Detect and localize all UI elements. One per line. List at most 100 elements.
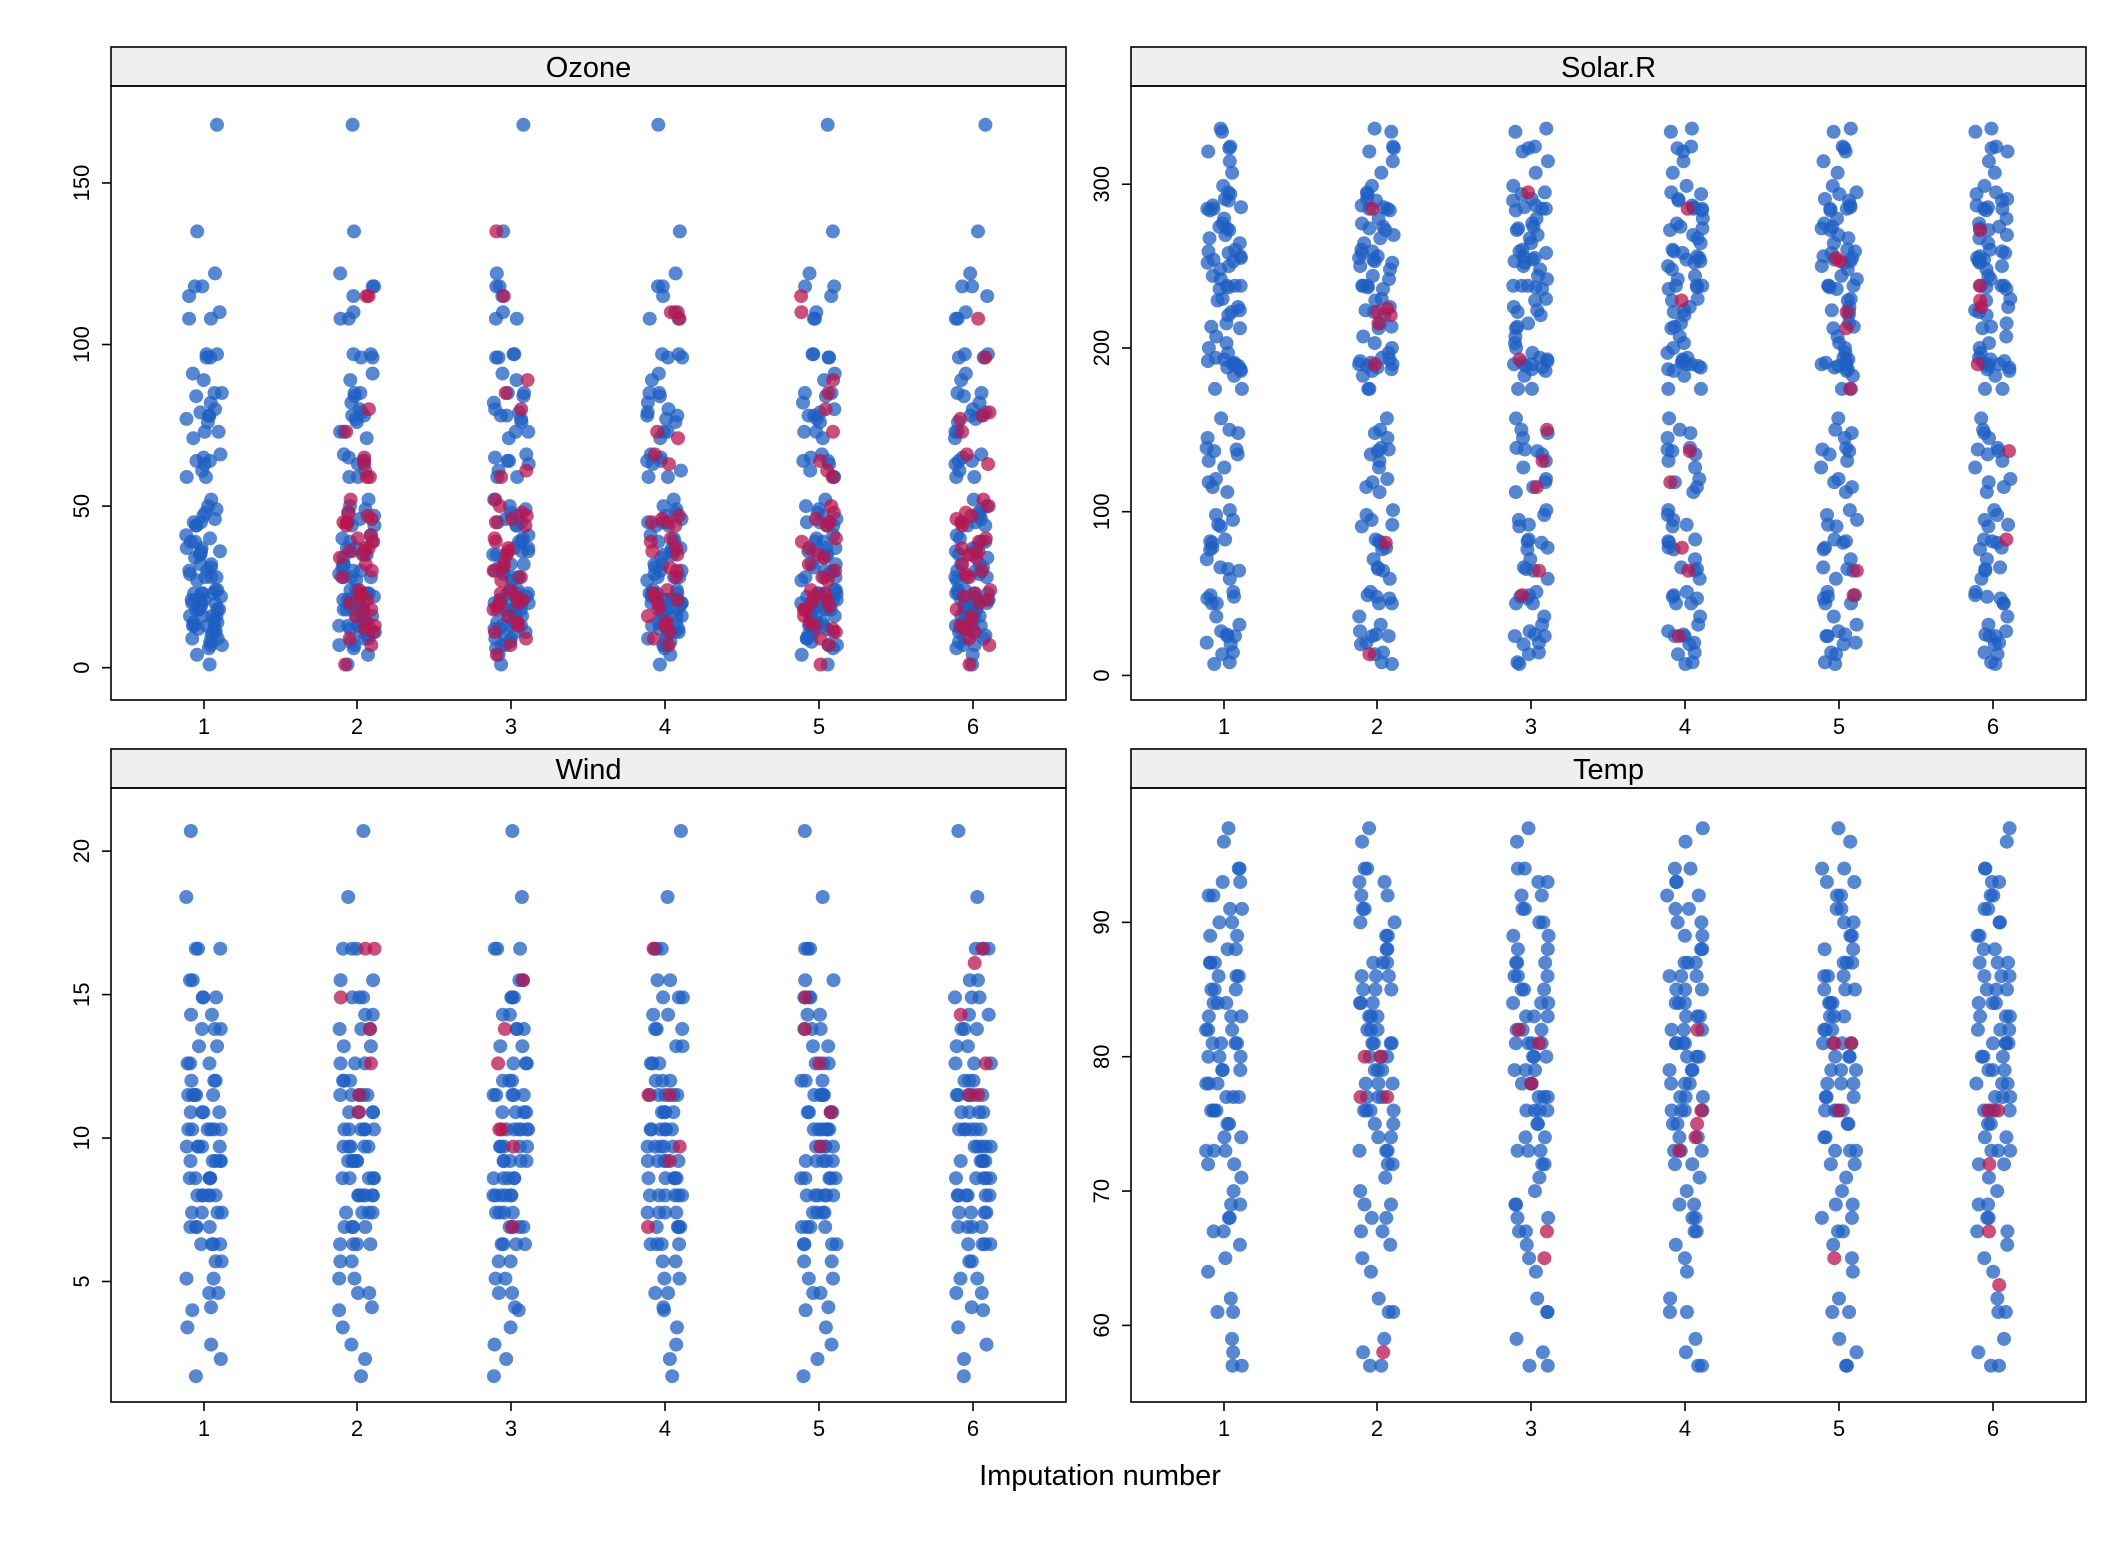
y-tick-label: 100 <box>1089 493 1114 530</box>
observed-point <box>983 1139 998 1154</box>
observed-point <box>342 1122 357 1137</box>
observed-point <box>654 1237 669 1252</box>
observed-point <box>1999 624 2014 639</box>
observed-point <box>1541 996 1556 1010</box>
observed-point <box>509 373 524 388</box>
observed-point <box>356 824 371 838</box>
observed-point <box>1509 1331 1524 1346</box>
observed-point <box>344 1337 359 1352</box>
observed-point <box>1999 316 2014 331</box>
imputed-point <box>351 1105 366 1120</box>
observed-point <box>1976 1049 1991 1064</box>
observed-point <box>1981 154 1996 169</box>
observed-point <box>1984 319 1998 334</box>
imputed-point <box>1368 357 1382 372</box>
observed-point <box>496 1073 510 1088</box>
observed-point <box>820 117 835 132</box>
observed-point <box>948 990 962 1005</box>
observed-point <box>361 492 376 507</box>
observed-point <box>486 395 501 410</box>
observed-point <box>1367 121 1382 136</box>
observed-point <box>2003 1090 2018 1104</box>
observed-point <box>2002 969 2017 984</box>
imputed-point <box>359 470 374 484</box>
imputed-point <box>359 289 374 304</box>
observed-point <box>1514 888 1529 903</box>
imputed-point <box>1511 1022 1526 1037</box>
observed-point <box>1510 319 1525 334</box>
observed-point <box>1226 1345 1241 1360</box>
observed-point <box>1534 888 1549 903</box>
observed-point <box>1225 165 1240 180</box>
observed-point <box>797 824 812 838</box>
observed-point <box>1222 1210 1236 1225</box>
imputed-point <box>978 531 993 546</box>
observed-point <box>675 1039 690 1054</box>
observed-point <box>1831 821 1846 836</box>
observed-point <box>1381 969 1396 984</box>
observed-point <box>1828 422 1843 437</box>
observed-point <box>351 1188 366 1203</box>
observed-point <box>1222 422 1237 437</box>
observed-point <box>1990 1184 2005 1199</box>
imputed-point <box>978 350 993 365</box>
imputed-point <box>672 508 686 523</box>
observed-point <box>1984 121 1999 136</box>
observed-point <box>1826 124 1841 139</box>
imputed-point <box>1827 1251 1842 1266</box>
observed-point <box>1215 1063 1230 1078</box>
observed-point <box>949 1088 964 1102</box>
observed-point <box>1209 609 1224 624</box>
observed-point <box>1217 1130 1232 1145</box>
observed-point <box>1846 1090 1861 1104</box>
observed-point <box>1373 617 1388 632</box>
observed-point <box>1971 1345 1986 1360</box>
observed-point <box>1352 1143 1367 1158</box>
observed-point <box>1818 540 1832 555</box>
observed-point <box>1835 1184 1849 1199</box>
imputed-point <box>659 615 674 630</box>
observed-point <box>187 1088 202 1102</box>
observed-point <box>1385 255 1400 270</box>
imputed-point <box>813 453 827 468</box>
imputed-point <box>662 560 677 575</box>
imputed-point <box>516 973 531 988</box>
imputed-point <box>1524 1076 1539 1091</box>
observed-point <box>1355 1251 1370 1266</box>
observed-point <box>1508 1036 1523 1051</box>
observed-point <box>1540 1358 1555 1373</box>
observed-point <box>1385 1157 1400 1172</box>
observed-point <box>1695 1090 1710 1104</box>
imputed-point <box>1353 1090 1368 1104</box>
observed-point <box>672 224 687 239</box>
observed-point <box>1384 319 1399 334</box>
imputed-point <box>1982 1224 1996 1239</box>
observed-point <box>1670 915 1685 930</box>
observed-point <box>1373 422 1388 437</box>
observed-point <box>794 1073 809 1088</box>
observed-point <box>1200 431 1215 445</box>
observed-point <box>1826 609 1841 624</box>
observed-point <box>1234 1130 1249 1145</box>
observed-point <box>1207 657 1222 671</box>
imputed-point <box>1521 185 1536 200</box>
observed-point <box>1201 144 1216 159</box>
panel-2: Wind 5 10 15 20 1 2 3 4 5 6 <box>69 748 1067 1441</box>
observed-point <box>213 1237 228 1252</box>
observed-point <box>1978 861 1992 876</box>
panel-strip <box>1130 748 2087 789</box>
observed-point <box>1845 955 1860 970</box>
observed-point <box>1663 124 1678 139</box>
observed-point <box>1375 1224 1390 1239</box>
observed-point <box>1233 875 1248 889</box>
observed-point <box>1509 440 1524 455</box>
observed-point <box>333 266 348 281</box>
observed-point <box>1695 1358 1709 1373</box>
observed-point <box>815 890 830 904</box>
observed-point <box>1683 426 1698 441</box>
observed-point <box>486 1188 501 1203</box>
observed-point <box>1362 144 1377 159</box>
observed-point <box>1660 888 1675 903</box>
imputed-point <box>1973 223 1988 238</box>
imputed-point <box>975 941 990 956</box>
